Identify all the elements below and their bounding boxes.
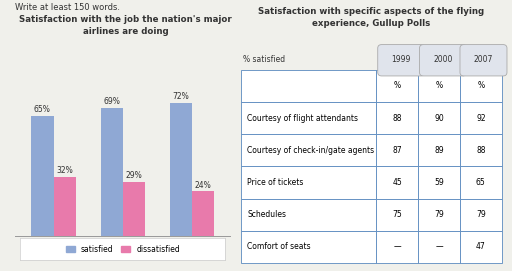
- Bar: [101, 108, 123, 236]
- Text: 24%: 24%: [195, 180, 212, 190]
- Text: 2007: 2007: [474, 54, 493, 64]
- Text: 1999: 1999: [392, 54, 411, 64]
- FancyBboxPatch shape: [460, 45, 507, 76]
- Text: Satisfaction with specific aspects of the flying: Satisfaction with specific aspects of th…: [258, 7, 484, 16]
- Legend: satisfied, dissatisfied: satisfied, dissatisfied: [62, 242, 183, 257]
- Text: 69%: 69%: [103, 98, 120, 107]
- Bar: [123, 182, 145, 236]
- Text: 29%: 29%: [125, 171, 142, 180]
- Text: airlines are doing: airlines are doing: [82, 27, 168, 36]
- Text: 2000: 2000: [433, 54, 453, 64]
- Text: 65%: 65%: [34, 105, 51, 114]
- Bar: [54, 177, 76, 236]
- Bar: [31, 116, 54, 236]
- Text: Write at least 150 words.: Write at least 150 words.: [15, 3, 120, 12]
- Bar: [192, 191, 215, 236]
- Text: Satisfaction with the job the nation's major: Satisfaction with the job the nation's m…: [19, 15, 232, 24]
- Text: 72%: 72%: [173, 92, 189, 101]
- Text: % satisfied: % satisfied: [243, 54, 285, 64]
- Text: 32%: 32%: [56, 166, 73, 175]
- FancyBboxPatch shape: [419, 45, 466, 76]
- Bar: [170, 103, 192, 236]
- Text: experience, Gullup Polls: experience, Gullup Polls: [312, 19, 430, 28]
- FancyBboxPatch shape: [378, 45, 425, 76]
